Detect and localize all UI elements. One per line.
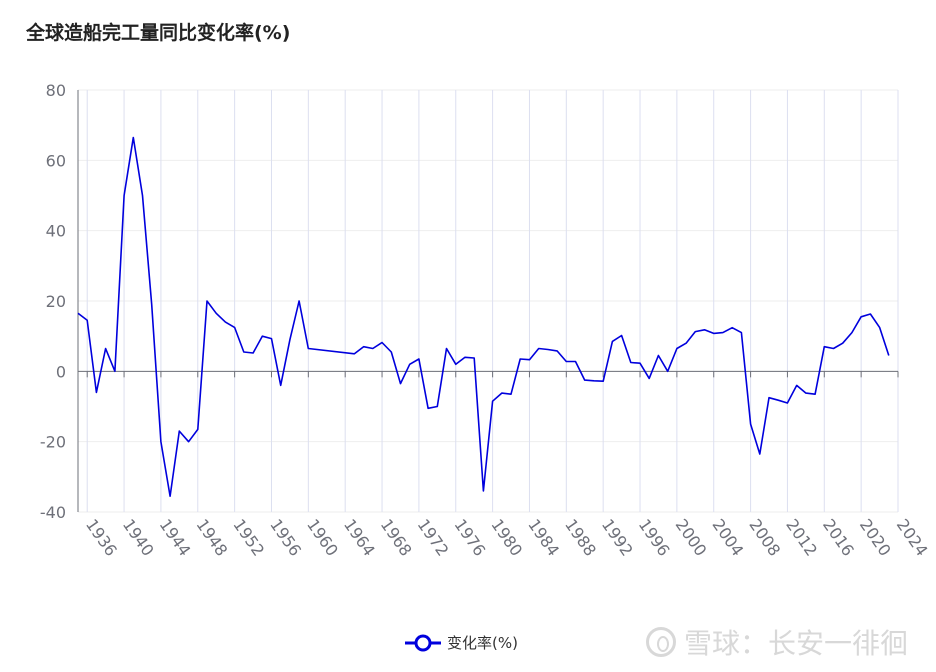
x-tick-label: 1952	[229, 515, 268, 559]
snowball-logo-icon	[645, 627, 676, 657]
x-tick-label: 1956	[266, 515, 305, 559]
x-tick-label: 1984	[524, 515, 563, 559]
watermark: 雪球：长安一徘徊	[645, 622, 908, 662]
x-tick-label: 1972	[414, 515, 453, 559]
x-tick-label: 1988	[561, 515, 600, 559]
x-tick-label: 1940	[119, 515, 158, 559]
series-line	[77, 136, 890, 498]
x-tick-label: 2020	[856, 515, 895, 559]
x-tick-label: 1996	[635, 515, 674, 559]
x-tick-label: 1960	[303, 515, 342, 559]
legend-label: 变化率(%)	[447, 634, 518, 652]
y-tick-label: -20	[40, 433, 66, 452]
y-tick-label: 0	[56, 362, 66, 381]
x-tick-label: 1948	[192, 515, 231, 559]
x-tick-label: 2000	[672, 515, 711, 559]
x-tick-label: 1936	[82, 515, 121, 559]
x-tick-label: 2004	[708, 515, 747, 559]
x-tick-label: 1980	[487, 515, 526, 559]
chart-title: 全球造船完工量同比变化率(%)	[26, 22, 291, 44]
legend-line-circle-icon	[405, 634, 441, 651]
y-tick-label: 80	[46, 81, 66, 100]
watermark-text: 雪球：长安一徘徊	[683, 627, 908, 660]
y-tick-label: -40	[40, 503, 66, 522]
x-tick-label: 1976	[450, 515, 489, 559]
y-tick-label: 40	[46, 222, 66, 241]
legend[interactable]: 变化率(%)	[405, 632, 518, 653]
x-tick-label: 1968	[377, 515, 416, 559]
x-tick-label: 2012	[782, 515, 821, 559]
x-tick-label: 2008	[745, 515, 784, 559]
x-tick-label: 1992	[598, 515, 637, 559]
x-tick-label: 1944	[156, 515, 195, 559]
y-tick-label: 20	[46, 292, 66, 311]
x-tick-label: 2016	[819, 515, 858, 559]
x-tick-label: 1964	[340, 515, 379, 559]
y-tick-label: 60	[46, 151, 66, 170]
x-tick-label: 2024	[893, 515, 932, 559]
